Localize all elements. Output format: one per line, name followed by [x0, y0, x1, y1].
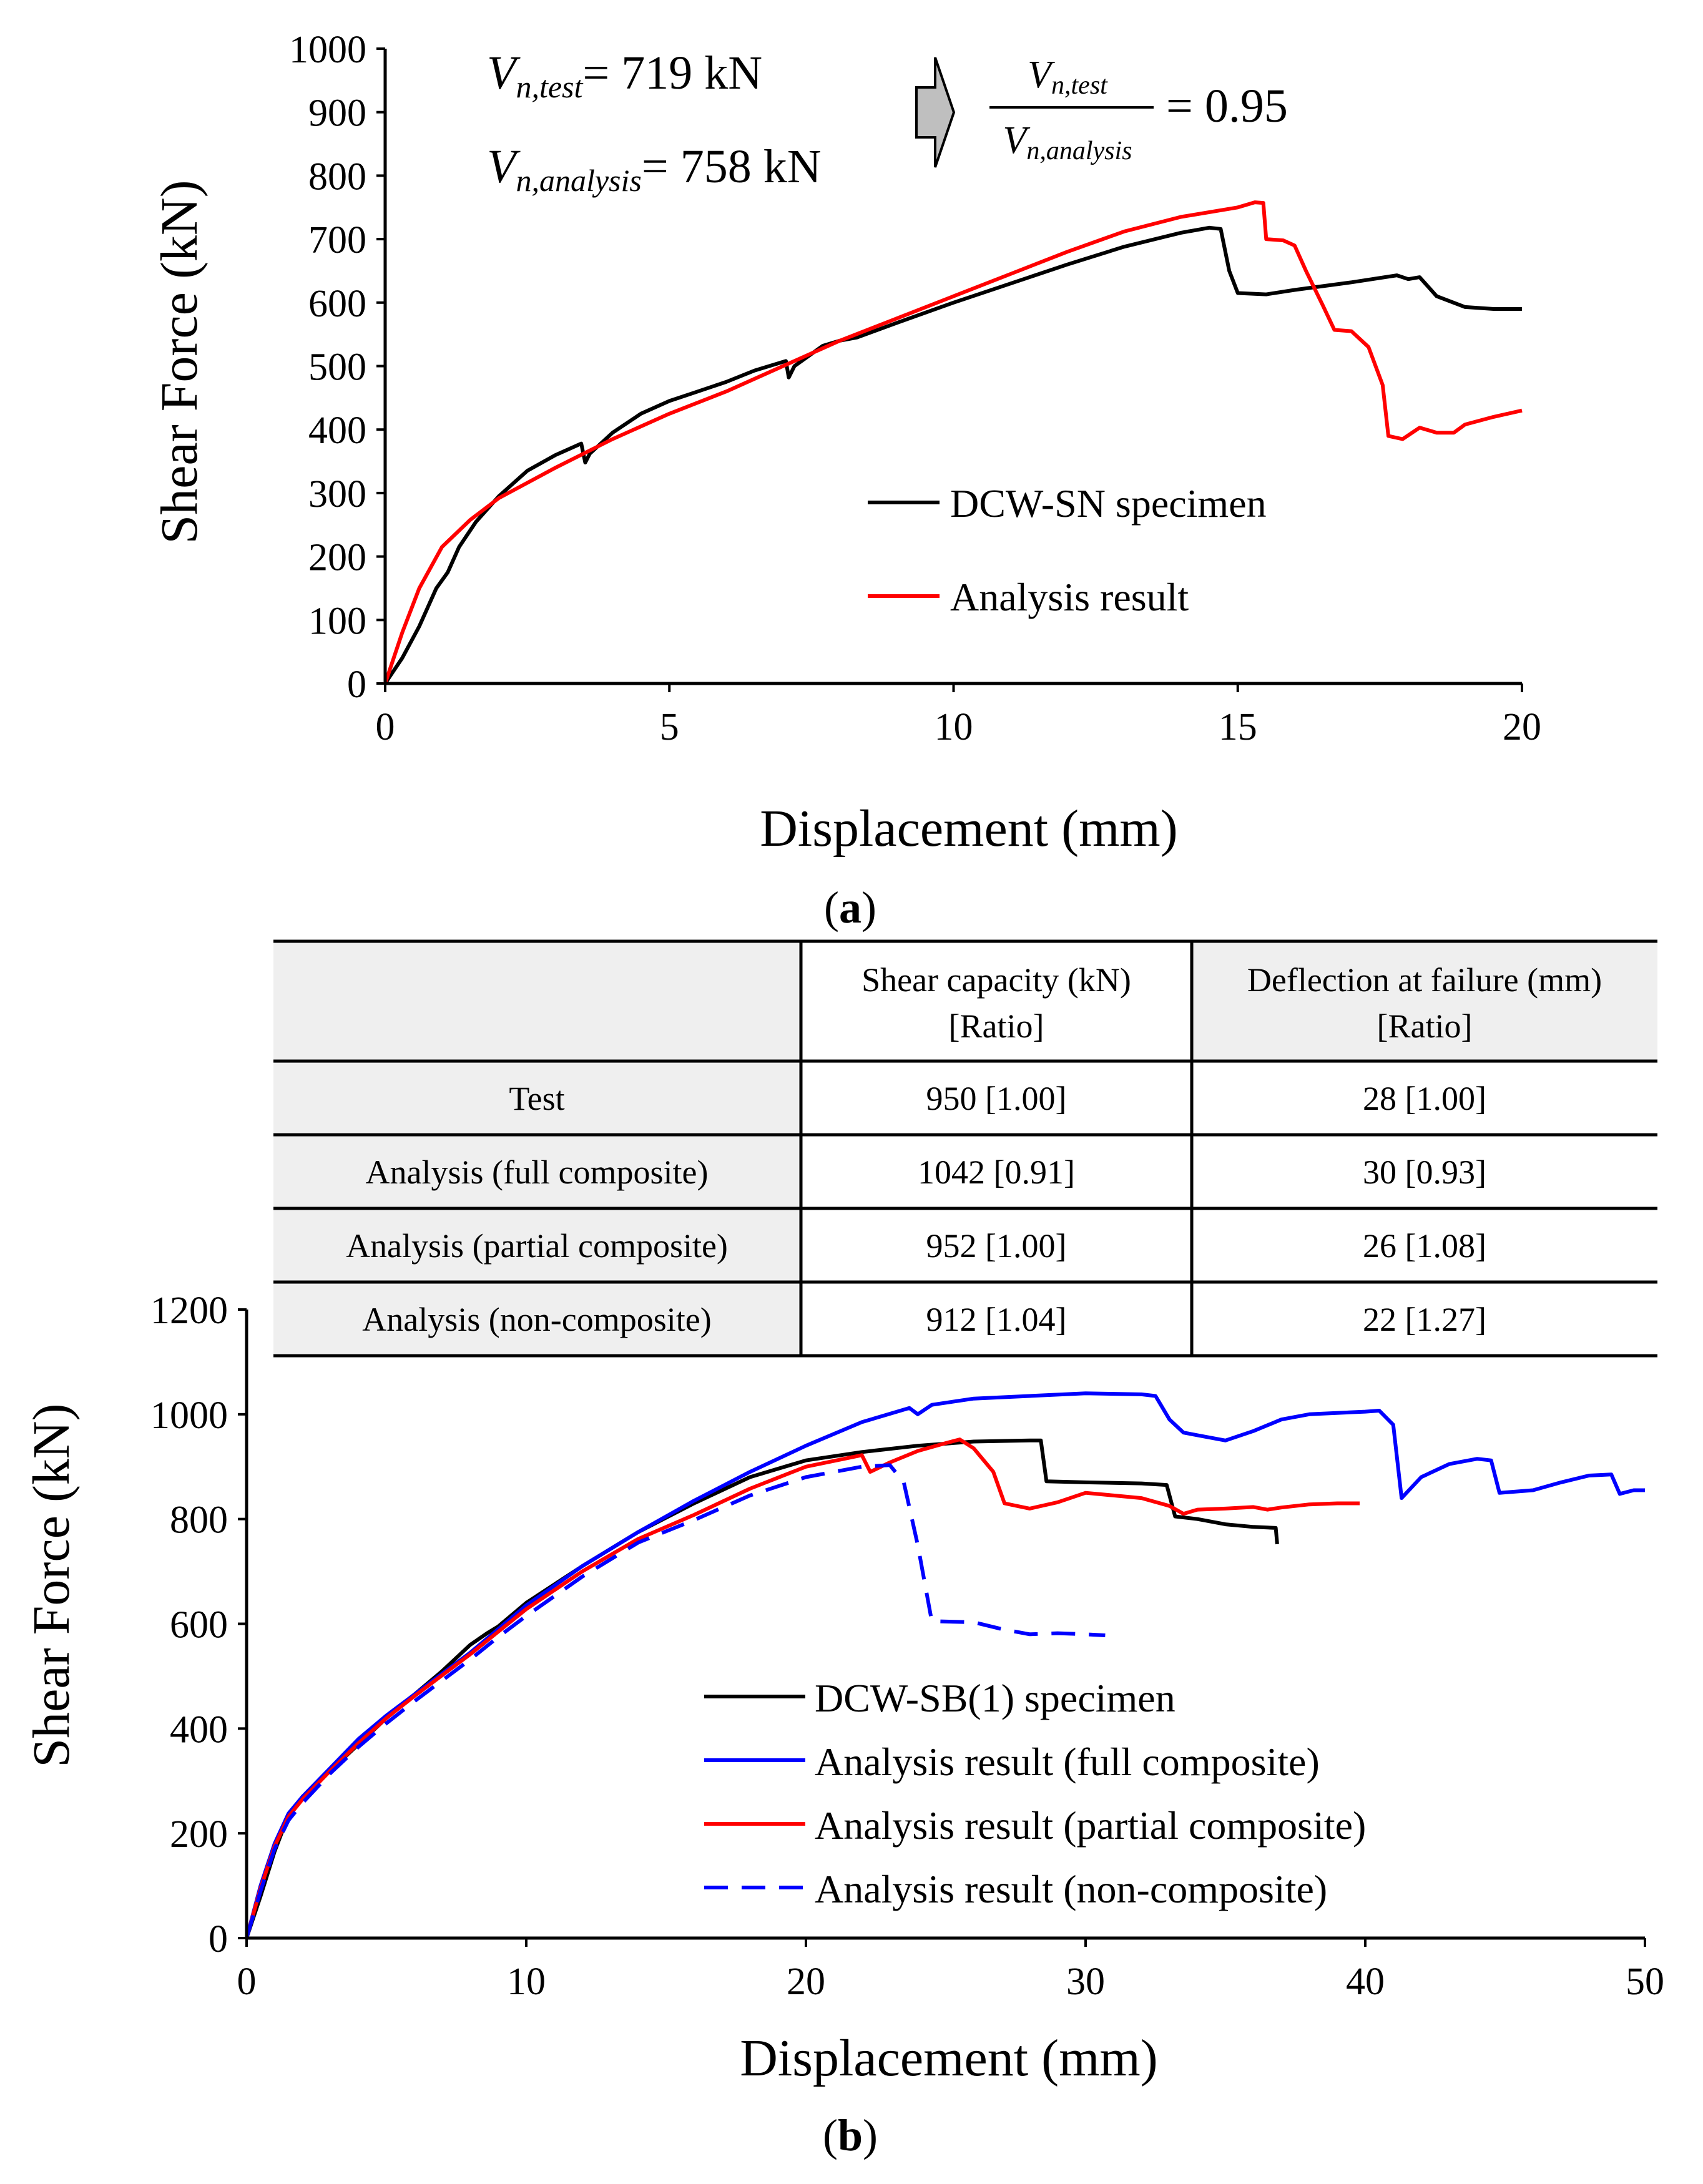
- y-axis-label-a: Shear Force (kN): [150, 180, 209, 544]
- table-cell: 950 [1.00]: [926, 1080, 1067, 1117]
- y-tick-label: 400: [308, 409, 366, 452]
- y-tick-label: 800: [308, 155, 366, 198]
- vn-test-text: Vn,test= 719 kN: [487, 47, 762, 104]
- table-row-label: Test: [509, 1080, 564, 1117]
- x-tick-label: 20: [1503, 706, 1541, 748]
- chart-panel-a: 0 100 200 300 400 500 600 700 800 900 1000 0 5 10 15 2…: [150, 29, 1541, 933]
- x-tick-label: 50: [1626, 1961, 1664, 2003]
- table-row-label-cell: [273, 1208, 801, 1282]
- legend-label-dcw-sb1: DCW-SB(1) specimen: [815, 1676, 1175, 1720]
- y-tick-label: 100: [308, 600, 366, 642]
- series-line-a-0: [383, 225, 1522, 685]
- table-row-label-cell: [273, 1061, 801, 1135]
- legend-a: DCW-SN specimen Analysis result: [868, 481, 1267, 619]
- x-tick-label: 10: [935, 706, 973, 748]
- table-header-deflection-line2: [Ratio]: [1377, 1007, 1473, 1045]
- table-cell: 28 [1.00]: [1363, 1080, 1486, 1117]
- y-tick-label: 300: [308, 473, 366, 516]
- y-tick-label: 1000: [289, 29, 366, 71]
- chart-panel-b: 0 200 400 600 800 1000 1200 0 10 20 30 40 50 Shear …: [22, 1290, 1664, 2160]
- y-tick-label: 400: [170, 1708, 228, 1751]
- x-axis-label-a: Displacement (mm): [760, 800, 1177, 858]
- y-tick-label: 600: [170, 1604, 228, 1647]
- x-tick-label: 0: [376, 706, 395, 748]
- table-cell: 1042 [0.91]: [918, 1153, 1075, 1191]
- legend-label-non: Analysis result (non-composite): [815, 1867, 1327, 1911]
- legend-label-dcw-sn: DCW-SN specimen: [950, 481, 1267, 526]
- panel-label-a: (a): [824, 883, 876, 933]
- y-tick-label: 0: [209, 1918, 228, 1961]
- legend-b: DCW-SB(1) specimen Analysis result (full…: [704, 1676, 1366, 1911]
- y-tick-label: 1200: [150, 1290, 228, 1332]
- right-arrow-icon: [915, 57, 956, 168]
- y-tick-label: 0: [347, 664, 366, 706]
- ratio-numerator: Vn,test: [1028, 54, 1108, 100]
- table-header-cell-blank: [273, 941, 801, 1061]
- x-tick-label: 30: [1066, 1961, 1105, 2003]
- table-header-deflection-line1: Deflection at failure (mm): [1247, 961, 1602, 999]
- y-axis-label-b: Shear Force (kN): [22, 1403, 81, 1767]
- legend-label-full: Analysis result (full composite): [815, 1740, 1320, 1784]
- y-tick-label: 600: [308, 283, 366, 325]
- y-tick-label: 900: [308, 92, 366, 135]
- table-row-label-cell: [273, 1135, 801, 1208]
- legend-label-partial: Analysis result (partial composite): [815, 1803, 1366, 1848]
- series-line-b-2: [245, 1437, 1360, 1939]
- table-row-label: Analysis (partial composite): [346, 1227, 728, 1265]
- y-tick-label: 1000: [150, 1394, 228, 1437]
- ratio-denominator: Vn,analysis: [1003, 119, 1132, 165]
- table-header-capacity-line2: [Ratio]: [949, 1007, 1044, 1045]
- table-header-cell-capacity: [801, 941, 1192, 1061]
- x-tick-label: 20: [787, 1961, 825, 2003]
- x-tick-label: 0: [237, 1961, 257, 2003]
- y-tick-label: 700: [308, 219, 366, 262]
- table-row-label-cell: [273, 1282, 801, 1356]
- x-tick-label: 40: [1346, 1961, 1385, 2003]
- capacity-annotation: Vn,test= 719 kN Vn,analysis= 758 kN Vn,t…: [487, 47, 1288, 198]
- y-tick-label: 200: [170, 1813, 228, 1856]
- table-row-label: Analysis (full composite): [366, 1153, 709, 1191]
- table-header-cell-deflection: [1192, 941, 1657, 1061]
- vn-analysis-text: Vn,analysis= 758 kN: [487, 140, 822, 198]
- x-tick-label: 10: [507, 1961, 546, 2003]
- table-cell: 912 [1.04]: [926, 1301, 1067, 1338]
- y-tick-label: 500: [308, 346, 366, 389]
- x-axis-label-b: Displacement (mm): [740, 2029, 1157, 2087]
- y-tick-label: 200: [308, 537, 366, 579]
- panel-label-b: (b): [823, 2110, 878, 2160]
- x-tick-label: 5: [660, 706, 679, 748]
- table-cell: 952 [1.00]: [926, 1227, 1067, 1265]
- table-row-label: Analysis (non-composite): [362, 1301, 711, 1338]
- ratio-value: = 0.95: [1166, 80, 1288, 132]
- y-tick-label: 800: [170, 1499, 228, 1542]
- x-tick-label: 15: [1219, 706, 1257, 748]
- table-cell: 26 [1.08]: [1363, 1227, 1486, 1265]
- results-table: Test 950 [1.00] 28 [1.00] Analysis (full co…: [273, 939, 1657, 1358]
- table-cell: 30 [0.93]: [1363, 1153, 1486, 1191]
- table-cell: 22 [1.27]: [1363, 1301, 1486, 1338]
- series-line-a-1: [383, 200, 1523, 684]
- table-header-capacity-line1: Shear capacity (kN): [861, 961, 1131, 999]
- series-line-b-3: [245, 1463, 1106, 1939]
- legend-label-analysis: Analysis result: [950, 575, 1189, 619]
